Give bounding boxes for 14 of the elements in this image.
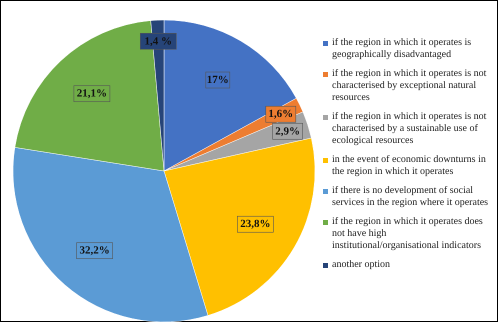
data-label: 23,8% bbox=[240, 218, 270, 230]
data-label: 17% bbox=[206, 74, 229, 86]
data-label: 2,9% bbox=[275, 125, 300, 138]
legend-label: if the region in which it operates is not characterised by exceptional natural resources bbox=[332, 68, 488, 104]
legend-label: if the region in which it operates is geographically disadvantaged bbox=[332, 37, 472, 61]
legend-label: another option bbox=[332, 259, 390, 271]
legend-label: if the region in which it operates is not characterised by a sustainable use of ecological resources bbox=[332, 111, 488, 147]
data-label: 21,1% bbox=[76, 88, 108, 100]
data-label: 1,6% bbox=[268, 108, 294, 120]
data-label: 1,4 % bbox=[144, 35, 172, 48]
legend-label: if there is no development of social services in the region where it operates bbox=[332, 185, 490, 209]
legend-label: in the event of economic downturns in the region in which it operates bbox=[332, 154, 487, 178]
legend-label: if the region in which it operates does not have high institutional/organisational indicators bbox=[332, 216, 484, 252]
data-label: 32,2% bbox=[79, 244, 110, 257]
